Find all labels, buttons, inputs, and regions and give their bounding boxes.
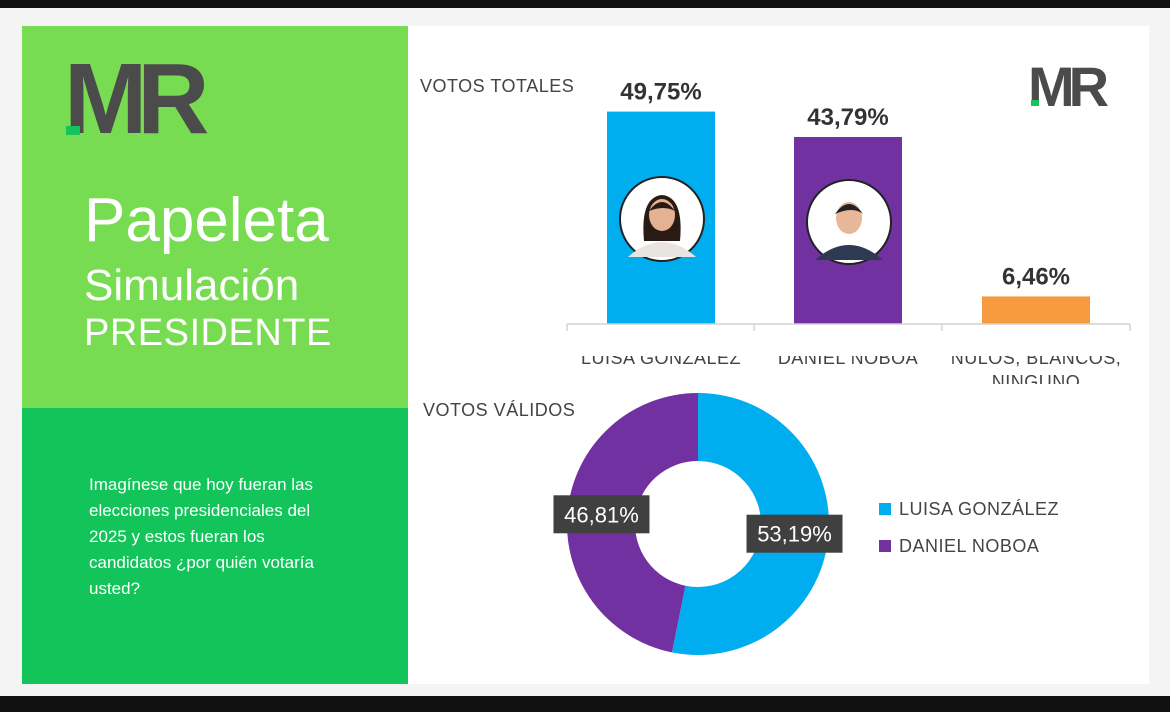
mr-logo-text: MR: [64, 54, 208, 140]
bar-category-label-gonzalez: LUISA GONZÁLEZ: [581, 348, 741, 368]
infographic-card: MR Papeleta Simulación PRESIDENTE Imagín…: [22, 26, 1149, 684]
bar-value-label-nulos: 6,46%: [1002, 263, 1070, 290]
donut-value-label-gonzalez: 53,19%: [746, 514, 843, 553]
bottom-bar: [0, 696, 1170, 712]
donut-value-label-noboa: 46,81%: [553, 495, 650, 534]
left-panel-top: [22, 26, 408, 408]
bar-value-label-gonzalez: 49,75%: [620, 79, 701, 106]
mr-logo-accent: [66, 126, 80, 135]
bar-category-labels: LUISA GONZÁLEZ DANIEL NOBOA NULOS, BLANCOS…: [581, 348, 1122, 392]
mr-logo-small-text: MR: [1028, 55, 1109, 118]
bar-chart-title: VOTOS TOTALES: [420, 76, 574, 96]
bar-chart: 49,75% 43,79% 6,46%: [607, 79, 1090, 324]
charts-svg: MR VOTOS TOTALES 49,75% 43,79% 6,46% LUISA…: [420, 55, 1131, 656]
bar-nulos: [982, 296, 1090, 324]
page-title: Papeleta: [84, 186, 329, 255]
mr-logo-small: MR: [1028, 55, 1115, 118]
candidate-photo-gonzalez: [619, 176, 705, 262]
legend-swatch-gonzalez: [879, 503, 891, 515]
mr-logo-small-accent: [1031, 100, 1039, 106]
legend-label-gonzalez: LUISA GONZÁLEZ: [899, 499, 1059, 519]
left-panel-bottom: [22, 408, 408, 684]
office-label: PRESIDENTE: [84, 312, 332, 354]
svg-text:46,81%: 46,81%: [564, 502, 639, 527]
donut-slice-gonzalez: [671, 393, 830, 656]
mr-logo: MR: [64, 54, 218, 140]
legend-label-noboa: DANIEL NOBOA: [899, 536, 1039, 556]
bar-category-label-nulos: NULOS, BLANCOS, NINGUNO: [951, 348, 1122, 392]
legend-swatch-noboa: [879, 540, 891, 552]
survey-question: Imagínese que hoy fueran las elecciones …: [89, 475, 314, 598]
top-bar: [0, 0, 1170, 8]
svg-text:53,19%: 53,19%: [757, 522, 832, 547]
donut-chart: 53,19% 46,81%: [553, 393, 843, 656]
bar-value-label-noboa: 43,79%: [807, 104, 888, 131]
donut-legend: LUISA GONZÁLEZ DANIEL NOBOA: [879, 499, 1059, 556]
page-subtitle: Simulación: [84, 261, 300, 310]
donut-chart-title: VOTOS VÁLIDOS: [423, 400, 575, 420]
bar-category-label-noboa: DANIEL NOBOA: [778, 348, 918, 368]
candidate-photo-noboa: [806, 179, 892, 265]
